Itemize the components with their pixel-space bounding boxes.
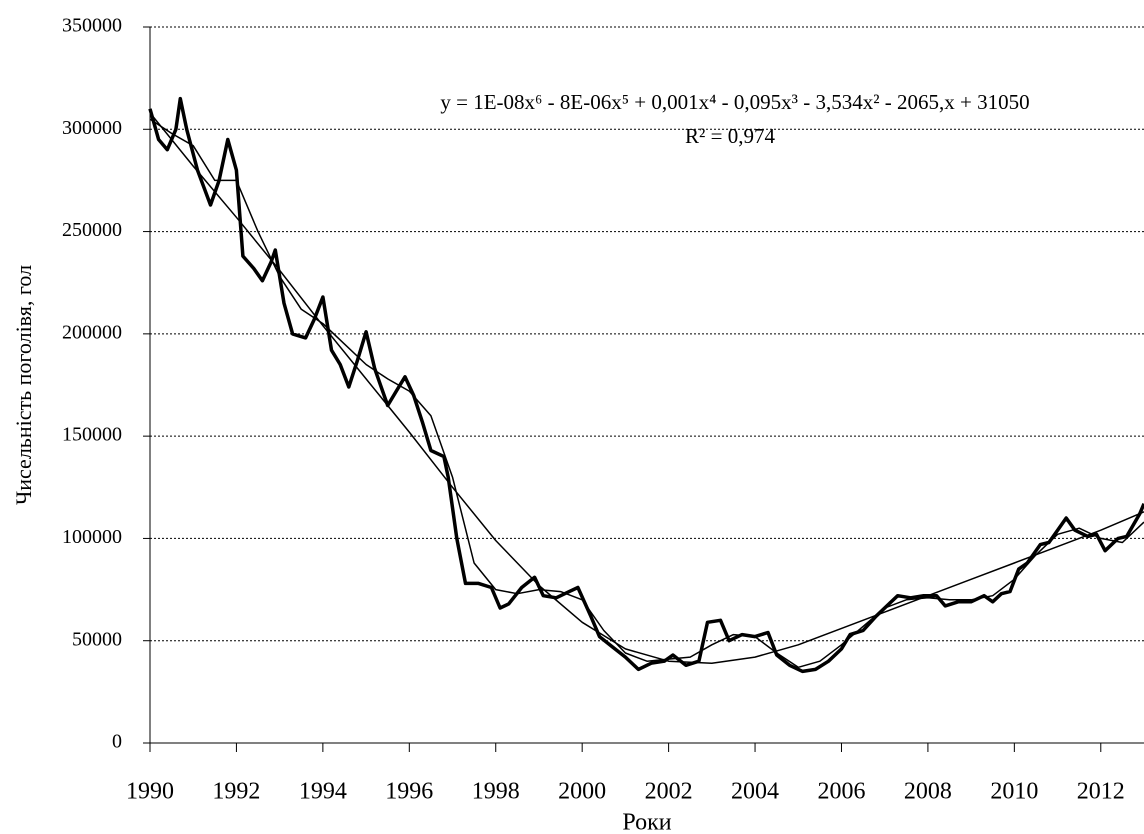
x-tick-label: 2004 bbox=[731, 779, 779, 805]
x-tick-label: 1998 bbox=[472, 779, 520, 805]
x-tick-label: 1992 bbox=[212, 779, 260, 805]
series-line bbox=[149, 118, 1144, 669]
x-tick-label: 1990 bbox=[126, 779, 174, 805]
x-tick-label: 2006 bbox=[817, 779, 865, 805]
series-line bbox=[148, 96, 1144, 674]
y-tick-label: 50000 bbox=[72, 628, 122, 650]
x-tick-label: 2008 bbox=[904, 779, 952, 805]
series-line bbox=[149, 112, 1144, 664]
y-tick-label: 0 bbox=[112, 731, 122, 753]
x-tick-label: 1996 bbox=[385, 779, 433, 805]
equation: y = 1E-08x⁶ - 8E-06x⁵ + 0,001x⁴ - 0,095x… bbox=[440, 90, 1029, 114]
y-tick-label: 250000 bbox=[62, 219, 122, 241]
y-tick-label: 300000 bbox=[62, 117, 122, 139]
x-tick-label: 2000 bbox=[558, 779, 606, 805]
x-tick-label: 2010 bbox=[990, 779, 1038, 805]
x-tick-label: 1994 bbox=[299, 779, 347, 805]
y-tick-label: 150000 bbox=[62, 424, 122, 446]
x-tick-label: 2012 bbox=[1077, 779, 1125, 805]
y-tick-label: 200000 bbox=[62, 321, 122, 343]
y-axis-label: Чисельність поголівя, гол bbox=[11, 265, 36, 505]
x-tick-label: 2002 bbox=[645, 779, 693, 805]
x-axis-label: Роки bbox=[622, 810, 671, 834]
r-squared: R² = 0,974 bbox=[685, 124, 775, 148]
y-tick-label: 350000 bbox=[62, 15, 122, 37]
y-tick-label: 100000 bbox=[62, 526, 122, 548]
